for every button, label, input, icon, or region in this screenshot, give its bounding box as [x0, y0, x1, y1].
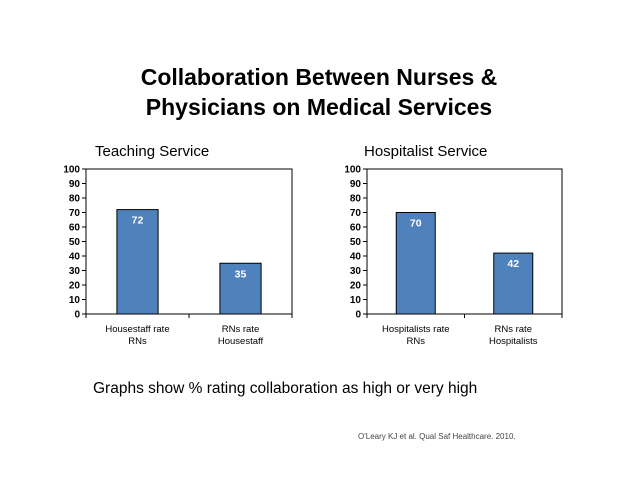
y-tick-label: 90 — [350, 179, 362, 190]
y-tick-label: 70 — [69, 208, 81, 219]
title-line-2: Physicians on Medical Services — [145, 94, 493, 120]
x-category-label: RNs — [128, 336, 147, 347]
y-tick-label: 30 — [69, 266, 81, 277]
bar — [116, 209, 159, 315]
bar — [395, 212, 436, 315]
y-tick-label: 30 — [350, 266, 362, 277]
x-category-label: RNs — [407, 336, 426, 347]
y-tick-label: 10 — [69, 295, 81, 306]
x-category-label: RNs rate — [222, 324, 259, 335]
y-tick-label: 40 — [350, 252, 362, 263]
chart-title-teaching: Teaching Service — [95, 143, 210, 160]
caption: Graphs show % rating collaboration as hi… — [93, 380, 478, 397]
y-tick-label: 60 — [69, 223, 81, 234]
x-category-label: Hospitalists rate — [382, 324, 450, 335]
y-tick-label: 60 — [350, 223, 362, 234]
x-category-label: RNs rate — [495, 324, 532, 335]
x-category-label: Housestaff rate — [105, 324, 169, 335]
bar-value-label: 70 — [410, 218, 422, 230]
y-tick-label: 0 — [355, 310, 361, 321]
y-tick-label: 50 — [350, 237, 362, 248]
bar-value-label: 35 — [235, 268, 247, 280]
y-tick-label: 100 — [63, 165, 80, 176]
y-tick-label: 0 — [74, 310, 80, 321]
bar — [493, 252, 534, 315]
y-tick-label: 90 — [69, 179, 81, 190]
x-category-label: Hospitalists — [489, 336, 538, 347]
y-tick-label: 70 — [350, 208, 362, 219]
chart-title-hospitalist: Hospitalist Service — [364, 143, 488, 160]
y-tick-label: 40 — [69, 252, 81, 263]
bar-value-label: 72 — [132, 215, 144, 227]
y-tick-label: 80 — [350, 194, 362, 205]
y-tick-label: 10 — [350, 295, 362, 306]
y-tick-label: 80 — [69, 194, 81, 205]
y-tick-label: 20 — [69, 281, 81, 292]
y-tick-label: 100 — [344, 165, 361, 176]
x-category-label: Housestaff — [218, 336, 264, 347]
bar — [219, 262, 262, 315]
y-tick-label: 50 — [69, 237, 81, 248]
citation: O'Leary KJ et al. Qual Saf Healthcare. 2… — [358, 432, 516, 441]
slide-title: Collaboration Between Nurses & Physician… — [0, 62, 638, 122]
bar-value-label: 42 — [507, 258, 519, 270]
title-line-1: Collaboration Between Nurses & — [140, 64, 498, 90]
y-tick-label: 20 — [350, 281, 362, 292]
